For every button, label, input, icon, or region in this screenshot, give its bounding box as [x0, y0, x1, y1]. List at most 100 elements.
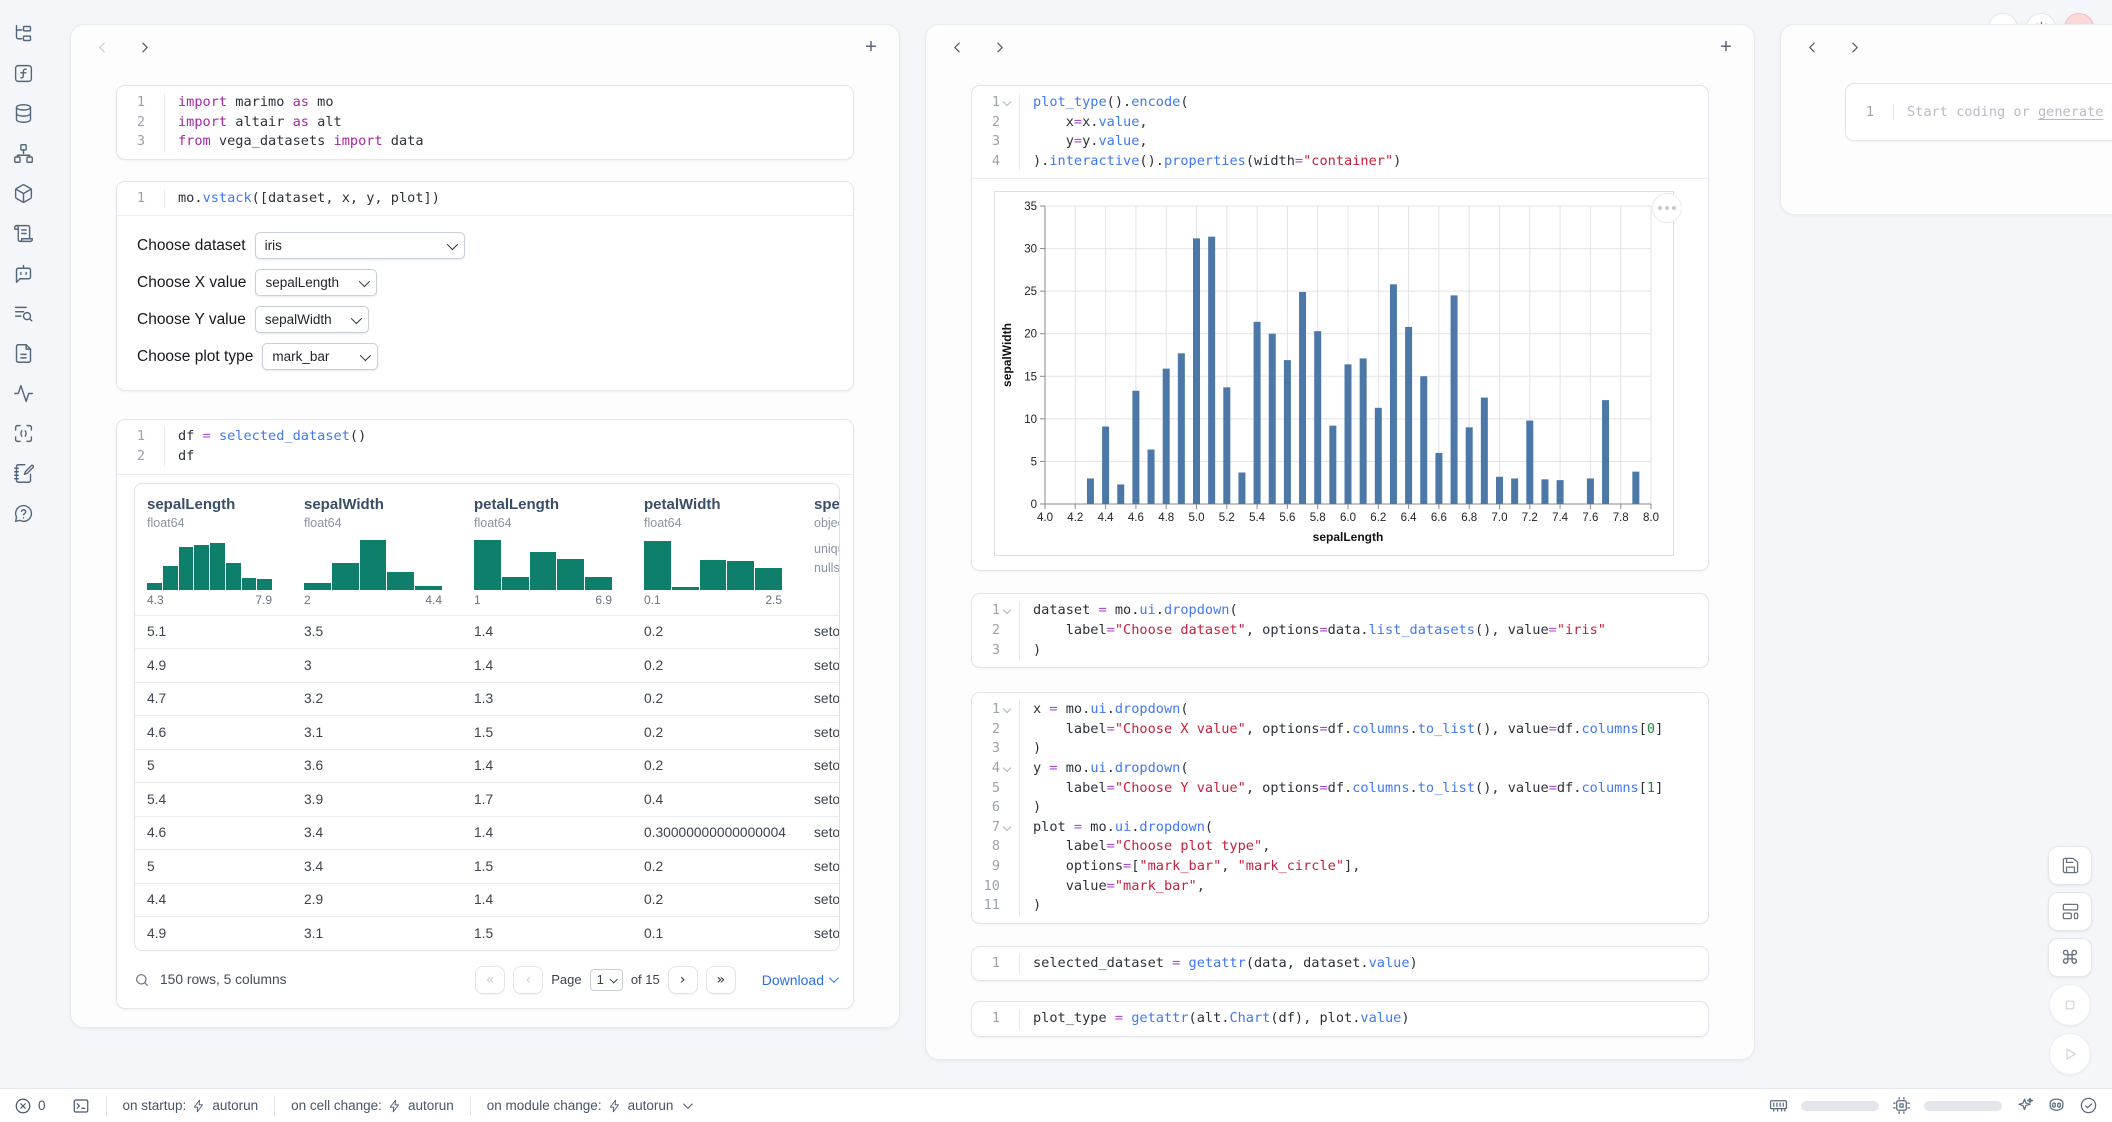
last-page-button[interactable]: »: [705, 965, 736, 994]
code-cell-plot-type[interactable]: 1 plot_type = getattr(alt.Chart(df), plot…: [971, 1001, 1709, 1037]
logs-icon[interactable]: [10, 220, 36, 246]
prev-column-button[interactable]: [946, 36, 968, 58]
code-line[interactable]: 3 from vega_datasets import data: [117, 132, 853, 152]
code-line[interactable]: 3): [972, 739, 1708, 759]
next-page-button[interactable]: ›: [667, 965, 698, 994]
page-select[interactable]: 1: [589, 968, 623, 991]
code-line[interactable]: 1 selected_dataset = getattr(data, datase…: [972, 953, 1708, 974]
code-line[interactable]: 8 label="Choose plot type",: [972, 837, 1708, 857]
terminal-icon[interactable]: [72, 1097, 90, 1115]
svg-text:5.8: 5.8: [1310, 512, 1326, 524]
layout-icon[interactable]: [2048, 892, 2092, 931]
copilot-icon[interactable]: [2047, 1096, 2066, 1115]
help-icon[interactable]: [10, 500, 36, 526]
fold-gutter: [1000, 1009, 1015, 1029]
code-cell-selected-dataset[interactable]: 1 selected_dataset = getattr(data, datase…: [971, 945, 1709, 982]
search-icon[interactable]: [134, 972, 150, 988]
table-column-header[interactable]: speciobjecuniqunulls:: [814, 495, 840, 575]
code-line[interactable]: 1 mo.vstack([dataset, x, y, plot]): [117, 188, 853, 209]
clock-check-icon[interactable]: [2079, 1096, 2098, 1115]
on-module-change-mode[interactable]: on module change: autorun: [487, 1098, 694, 1113]
command-icon[interactable]: ⌘: [2048, 938, 2092, 977]
code-line[interactable]: 1 df = selected_dataset(): [117, 427, 853, 447]
functions-icon[interactable]: [10, 60, 36, 86]
next-column-button[interactable]: [988, 36, 1010, 58]
table-of-contents-icon[interactable]: [10, 300, 36, 326]
fold-gutter: [1000, 837, 1015, 857]
chevron-down-icon: [828, 973, 839, 984]
altair-chart[interactable]: 4.0 4.2 4.4 4.6 4.8 5.0 5.2 5.4 5.6 5.8 6.0 6.2 6.4 6…: [994, 191, 1674, 557]
code-cell-vstack[interactable]: 1 mo.vstack([dataset, x, y, plot]) Choose…: [116, 180, 854, 392]
table-column-header[interactable]: sepalWidth float64 2 4.4: [304, 495, 442, 607]
code-line[interactable]: 2 df: [117, 446, 853, 467]
code-line[interactable]: 1 import marimo as mo: [117, 93, 853, 113]
snippets-icon[interactable]: [10, 420, 36, 446]
packages-icon[interactable]: [10, 180, 36, 206]
stop-icon[interactable]: [2049, 984, 2091, 1026]
on-cell-change-mode[interactable]: on cell change: autorun: [291, 1098, 454, 1113]
line-number: 2: [991, 720, 1000, 737]
fold-chevron-icon[interactable]: [1000, 759, 1015, 779]
table-column-header[interactable]: sepalLength float64 4.3 7.9: [147, 495, 272, 607]
code-line[interactable]: 6): [972, 798, 1708, 818]
next-column-button[interactable]: [133, 36, 155, 58]
run-icon[interactable]: [2049, 1033, 2091, 1075]
next-column-button[interactable]: [1843, 36, 1865, 58]
fold-chevron-icon[interactable]: [1000, 601, 1015, 621]
on-startup-mode[interactable]: on startup: autorun: [122, 1098, 259, 1113]
add-cell-button[interactable]: +: [1714, 35, 1738, 59]
choose-y-value-select[interactable]: sepalWidth: [254, 306, 369, 334]
code-line[interactable]: 5 label="Choose Y value", options=df.col…: [972, 778, 1708, 799]
add-cell-button[interactable]: +: [859, 35, 883, 59]
code-line[interactable]: 9 options=["mark_bar", "mark_circle"],: [972, 856, 1708, 877]
tracing-icon[interactable]: [10, 380, 36, 406]
download-button[interactable]: Download: [762, 972, 839, 988]
code-cell-dataset-dropdown[interactable]: 1 dataset = mo.ui.dropdown(2 label="Choos…: [971, 593, 1709, 669]
sparkles-icon[interactable]: [2015, 1096, 2034, 1115]
prev-column-button[interactable]: [91, 36, 113, 58]
code-line[interactable]: 1 dataset = mo.ui.dropdown(: [972, 601, 1708, 621]
code-cell-imports[interactable]: 1 import marimo as mo 2 import altair as al…: [116, 85, 854, 160]
code-line[interactable]: 3 y=y.value,: [972, 132, 1708, 152]
code-line[interactable]: 1 plot_type().encode(: [972, 93, 1708, 113]
prev-column-button[interactable]: [1801, 36, 1823, 58]
code-cell-dataframe[interactable]: 1 df = selected_dataset() 2 df sepalLength f…: [116, 419, 854, 1009]
dependency-graph-icon[interactable]: [10, 140, 36, 166]
file-tree-icon[interactable]: [10, 20, 36, 46]
code-line[interactable]: 2 import altair as alt: [117, 112, 853, 133]
code-line[interactable]: 10 value="mark_bar",: [972, 876, 1708, 897]
save-icon[interactable]: [2048, 846, 2092, 885]
table-column-header[interactable]: petalLength float64 1 6.9: [474, 495, 612, 607]
prev-page-button[interactable]: ‹: [513, 965, 544, 994]
choose-dataset-select[interactable]: iris: [254, 232, 465, 260]
fold-chevron-icon[interactable]: [1000, 93, 1015, 113]
database-icon[interactable]: [10, 100, 36, 126]
chart-actions-button[interactable]: [1652, 193, 1682, 224]
scratchpad-icon[interactable]: [10, 460, 36, 486]
code-line[interactable]: 11): [972, 896, 1708, 916]
ai-chat-icon[interactable]: [10, 260, 36, 286]
code-line[interactable]: 7 plot = mo.ui.dropdown(: [972, 817, 1708, 838]
code-line[interactable]: 2 label="Choose dataset", options=data.l…: [972, 620, 1708, 641]
choose-plot-type-select[interactable]: mark_bar: [262, 343, 379, 371]
generate-link[interactable]: generate: [2037, 104, 2104, 120]
code-line[interactable]: 3): [972, 640, 1708, 661]
code-line[interactable]: 2 x=x.value,: [972, 112, 1708, 133]
choose-x-value-select[interactable]: sepalLength: [255, 269, 378, 297]
documentation-icon[interactable]: [10, 340, 36, 366]
empty-code-cell[interactable]: 1 Start coding or generate with: [1845, 83, 2112, 141]
fold-chevron-icon[interactable]: [1000, 700, 1015, 720]
errors-icon[interactable]: [14, 1097, 32, 1115]
fold-chevron-icon[interactable]: [1000, 818, 1015, 838]
code-cell-plot[interactable]: 1 plot_type().encode(2 x=x.value, 3 y=y.va…: [971, 85, 1709, 572]
first-page-button[interactable]: «: [475, 965, 506, 994]
line-number: 3: [991, 641, 1000, 658]
table-column-header[interactable]: petalWidth float64 0.1 2.5: [644, 495, 782, 607]
svg-text:4.8: 4.8: [1158, 512, 1174, 524]
code-line[interactable]: 4).interactive().properties(width="conta…: [972, 151, 1708, 172]
code-line[interactable]: 1 plot_type = getattr(alt.Chart(df), plot…: [972, 1009, 1708, 1029]
code-line[interactable]: 2 label="Choose X value", options=df.col…: [972, 719, 1708, 740]
